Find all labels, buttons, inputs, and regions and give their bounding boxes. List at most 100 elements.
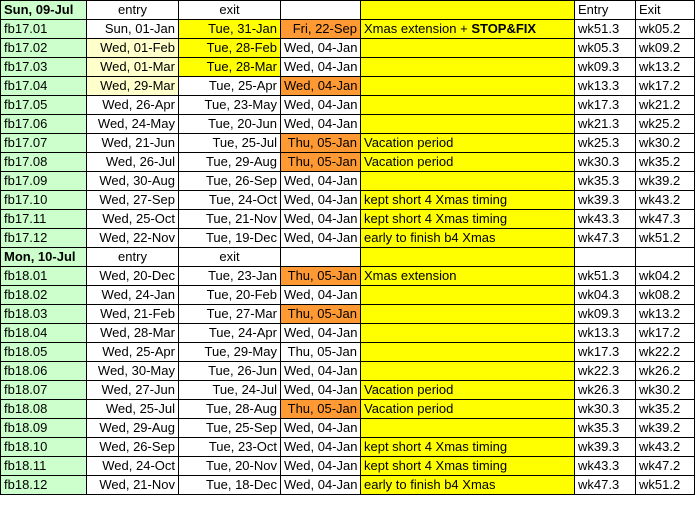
- entry-week-cell[interactable]: wk26.3: [574, 380, 636, 400]
- exit-week-cell[interactable]: wk47.2: [635, 456, 695, 476]
- extra-date-cell[interactable]: Wed, 04-Jan: [280, 76, 361, 96]
- entry-week-cell[interactable]: wk47.3: [574, 228, 636, 248]
- exit-week-header[interactable]: [635, 247, 695, 267]
- note-cell[interactable]: early to finish b4 Xmas: [360, 228, 575, 248]
- entry-week-cell[interactable]: wk13.3: [574, 323, 636, 343]
- row-code-cell[interactable]: fb18.04: [0, 323, 87, 343]
- entry-week-cell[interactable]: wk05.3: [574, 38, 636, 58]
- exit-week-cell[interactable]: wk35.2: [635, 399, 695, 419]
- entry-date-cell[interactable]: Wed, 01-Mar: [86, 57, 179, 77]
- entry-date-cell[interactable]: Wed, 24-May: [86, 114, 179, 134]
- note-cell[interactable]: Xmas extension + STOP&FIX: [360, 19, 575, 39]
- extra-date-cell[interactable]: Wed, 04-Jan: [280, 95, 361, 115]
- entry-date-cell[interactable]: Wed, 24-Jan: [86, 285, 179, 305]
- exit-date-cell[interactable]: Tue, 25-Sep: [178, 418, 281, 438]
- entry-week-cell[interactable]: wk22.3: [574, 361, 636, 381]
- entry-week-cell[interactable]: wk04.3: [574, 285, 636, 305]
- entry-week-cell[interactable]: wk39.3: [574, 190, 636, 210]
- note-cell[interactable]: [360, 418, 575, 438]
- note-cell[interactable]: [360, 38, 575, 58]
- exit-week-cell[interactable]: wk21.2: [635, 95, 695, 115]
- note-cell[interactable]: early to finish b4 Xmas: [360, 475, 575, 495]
- exit-date-cell[interactable]: Tue, 31-Jan: [178, 19, 281, 39]
- entry-date-cell[interactable]: Wed, 26-Jul: [86, 152, 179, 172]
- exit-week-cell[interactable]: wk09.2: [635, 38, 695, 58]
- note-cell[interactable]: [360, 323, 575, 343]
- entry-week-cell[interactable]: wk43.3: [574, 456, 636, 476]
- entry-week-cell[interactable]: wk13.3: [574, 76, 636, 96]
- extra-date-cell[interactable]: Thu, 05-Jan: [280, 133, 361, 153]
- extra-date-cell[interactable]: Wed, 04-Jan: [280, 456, 361, 476]
- row-code-cell[interactable]: fb17.08: [0, 152, 87, 172]
- exit-column-header[interactable]: exit: [178, 247, 281, 267]
- exit-date-cell[interactable]: Tue, 20-Feb: [178, 285, 281, 305]
- exit-week-cell[interactable]: wk43.2: [635, 190, 695, 210]
- row-code-cell[interactable]: fb18.09: [0, 418, 87, 438]
- note-cell[interactable]: [360, 57, 575, 77]
- exit-date-cell[interactable]: Tue, 25-Apr: [178, 76, 281, 96]
- row-code-cell[interactable]: fb17.09: [0, 171, 87, 191]
- extra-date-cell[interactable]: Thu, 05-Jan: [280, 304, 361, 324]
- entry-date-cell[interactable]: Wed, 25-Oct: [86, 209, 179, 229]
- note-cell[interactable]: [360, 342, 575, 362]
- extra-date-cell[interactable]: Wed, 04-Jan: [280, 209, 361, 229]
- exit-date-cell[interactable]: Tue, 25-Jul: [178, 133, 281, 153]
- exit-week-cell[interactable]: wk30.2: [635, 380, 695, 400]
- extra-date-cell[interactable]: Wed, 04-Jan: [280, 190, 361, 210]
- section-date-header[interactable]: Mon, 10-Jul: [0, 247, 87, 267]
- exit-week-header[interactable]: Exit: [635, 0, 695, 20]
- entry-date-cell[interactable]: Wed, 26-Apr: [86, 95, 179, 115]
- entry-date-cell[interactable]: Wed, 20-Dec: [86, 266, 179, 286]
- entry-week-cell[interactable]: wk25.3: [574, 133, 636, 153]
- exit-week-cell[interactable]: wk43.2: [635, 437, 695, 457]
- exit-week-cell[interactable]: wk13.2: [635, 304, 695, 324]
- note-cell[interactable]: Vacation period: [360, 133, 575, 153]
- entry-week-cell[interactable]: wk51.3: [574, 266, 636, 286]
- exit-column-header[interactable]: exit: [178, 0, 281, 20]
- entry-week-cell[interactable]: wk21.3: [574, 114, 636, 134]
- exit-date-cell[interactable]: Tue, 26-Jun: [178, 361, 281, 381]
- note-cell[interactable]: Vacation period: [360, 380, 575, 400]
- note-cell[interactable]: Xmas extension: [360, 266, 575, 286]
- entry-week-cell[interactable]: wk35.3: [574, 171, 636, 191]
- entry-week-header[interactable]: Entry: [574, 0, 636, 20]
- exit-date-cell[interactable]: Tue, 29-May: [178, 342, 281, 362]
- note-cell[interactable]: [360, 114, 575, 134]
- exit-week-cell[interactable]: wk47.3: [635, 209, 695, 229]
- row-code-cell[interactable]: fb18.02: [0, 285, 87, 305]
- entry-date-cell[interactable]: Wed, 01-Feb: [86, 38, 179, 58]
- exit-week-cell[interactable]: wk04.2: [635, 266, 695, 286]
- note-cell[interactable]: [360, 76, 575, 96]
- entry-date-cell[interactable]: Wed, 29-Aug: [86, 418, 179, 438]
- exit-date-cell[interactable]: Tue, 20-Nov: [178, 456, 281, 476]
- row-code-cell[interactable]: fb17.07: [0, 133, 87, 153]
- extra-date-cell[interactable]: Wed, 04-Jan: [280, 57, 361, 77]
- exit-week-cell[interactable]: wk13.2: [635, 57, 695, 77]
- entry-column-header[interactable]: entry: [86, 247, 179, 267]
- extra-column-header[interactable]: [280, 0, 361, 20]
- extra-column-header[interactable]: [280, 247, 361, 267]
- exit-week-cell[interactable]: wk51.2: [635, 475, 695, 495]
- note-cell[interactable]: kept short 4 Xmas timing: [360, 209, 575, 229]
- exit-date-cell[interactable]: Tue, 28-Aug: [178, 399, 281, 419]
- extra-date-cell[interactable]: Wed, 04-Jan: [280, 228, 361, 248]
- note-column-header[interactable]: [360, 0, 575, 20]
- extra-date-cell[interactable]: Fri, 22-Sep: [280, 19, 361, 39]
- row-code-cell[interactable]: fb18.11: [0, 456, 87, 476]
- entry-week-cell[interactable]: wk51.3: [574, 19, 636, 39]
- entry-week-cell[interactable]: wk17.3: [574, 342, 636, 362]
- entry-date-cell[interactable]: Wed, 27-Jun: [86, 380, 179, 400]
- note-cell[interactable]: kept short 4 Xmas timing: [360, 190, 575, 210]
- exit-week-cell[interactable]: wk39.2: [635, 418, 695, 438]
- exit-date-cell[interactable]: Tue, 20-Jun: [178, 114, 281, 134]
- extra-date-cell[interactable]: Thu, 05-Jan: [280, 152, 361, 172]
- note-cell[interactable]: Vacation period: [360, 152, 575, 172]
- exit-week-cell[interactable]: wk05.2: [635, 19, 695, 39]
- entry-date-cell[interactable]: Wed, 24-Oct: [86, 456, 179, 476]
- note-cell[interactable]: [360, 361, 575, 381]
- extra-date-cell[interactable]: Wed, 04-Jan: [280, 418, 361, 438]
- exit-date-cell[interactable]: Tue, 29-Aug: [178, 152, 281, 172]
- entry-week-header[interactable]: [574, 247, 636, 267]
- exit-week-cell[interactable]: wk39.2: [635, 171, 695, 191]
- entry-date-cell[interactable]: Wed, 21-Nov: [86, 475, 179, 495]
